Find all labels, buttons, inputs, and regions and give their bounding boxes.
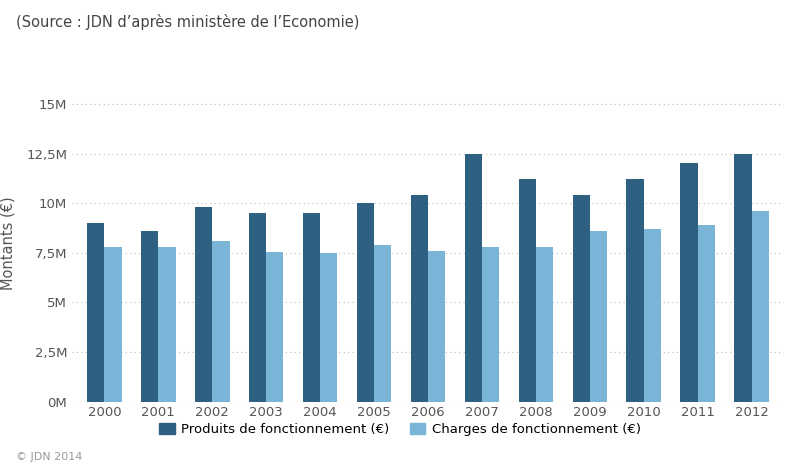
Bar: [303, 213, 320, 402]
Bar: [410, 195, 428, 402]
Text: (Source : JDN d’après ministère de l’Economie): (Source : JDN d’après ministère de l’Eco…: [16, 14, 359, 30]
Bar: [573, 195, 590, 402]
Bar: [357, 203, 374, 402]
Bar: [626, 179, 644, 402]
Bar: [681, 163, 698, 402]
Bar: [266, 252, 283, 402]
Bar: [465, 154, 482, 402]
Bar: [158, 247, 175, 402]
Bar: [87, 223, 104, 402]
Bar: [644, 229, 661, 402]
Bar: [482, 247, 499, 402]
Bar: [320, 253, 338, 402]
Bar: [590, 231, 607, 402]
Bar: [428, 251, 446, 402]
Bar: [104, 247, 122, 402]
Bar: [374, 245, 391, 402]
Y-axis label: Montants (€): Montants (€): [0, 196, 15, 290]
Bar: [536, 247, 553, 402]
Bar: [734, 154, 752, 402]
Bar: [212, 241, 230, 402]
Bar: [141, 231, 158, 402]
Text: © JDN 2014: © JDN 2014: [16, 453, 82, 462]
Bar: [698, 225, 715, 402]
Bar: [249, 213, 266, 402]
Bar: [752, 211, 769, 402]
Bar: [195, 207, 212, 402]
Legend: Produits de fonctionnement (€), Charges de fonctionnement (€): Produits de fonctionnement (€), Charges …: [154, 418, 646, 442]
Bar: [518, 179, 536, 402]
